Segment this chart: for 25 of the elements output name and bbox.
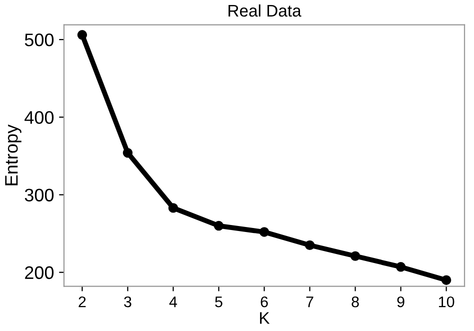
y-tick-label: 300 (24, 188, 54, 202)
x-tick-label: 8 (352, 296, 359, 308)
point (396, 262, 406, 272)
y-tick-label: 200 (25, 266, 54, 280)
point (259, 227, 270, 237)
point (441, 275, 452, 285)
x-tick-label: 4 (169, 296, 178, 308)
point (350, 251, 360, 261)
point (77, 30, 88, 40)
x-tick-label: 3 (124, 296, 132, 308)
x-axis-title: K (260, 312, 270, 324)
y-tick-label: 500 (24, 34, 54, 46)
point (168, 203, 178, 213)
x-tick-label: 7 (306, 296, 314, 308)
point (304, 240, 315, 250)
x-tick-label: 10 (438, 296, 454, 308)
x-tick-label: 2 (78, 296, 86, 308)
point (214, 220, 224, 231)
x-tick-label: 5 (215, 296, 222, 308)
x-tick-label: 9 (397, 296, 404, 308)
point (122, 148, 133, 158)
y-axis-title: Entropy (5, 124, 22, 186)
y-tick-label: 400 (24, 111, 54, 124)
chart-title: Real Data (228, 4, 302, 17)
x-tick-label: 6 (260, 296, 268, 308)
